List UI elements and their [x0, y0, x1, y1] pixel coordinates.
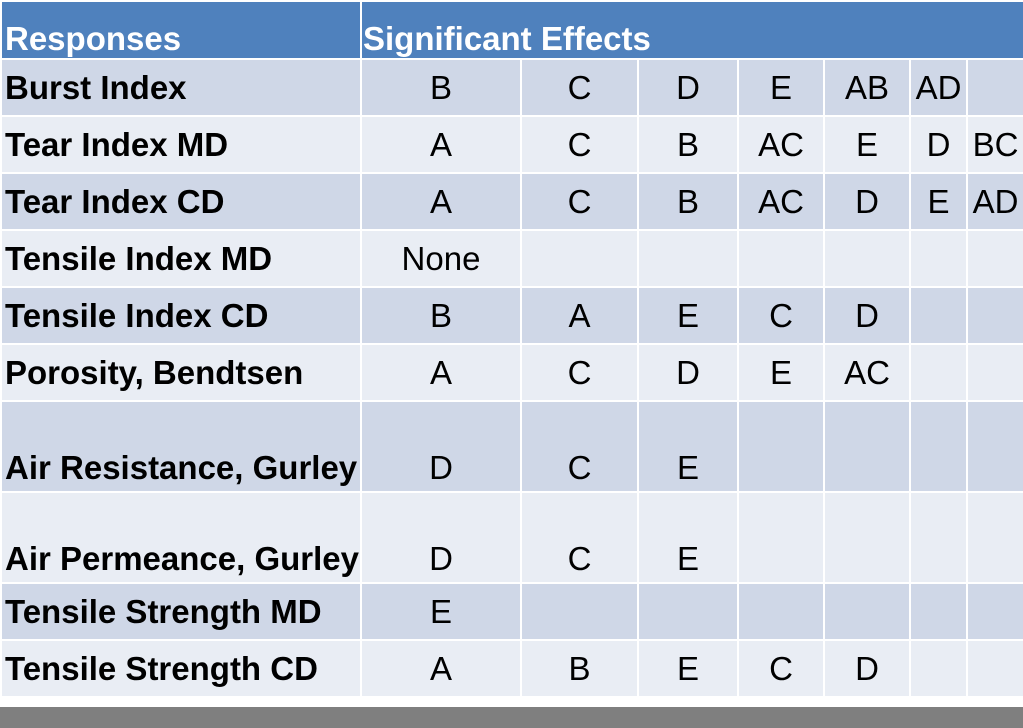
- effect-cell: D: [360, 491, 522, 584]
- significant-effects-header: Significant Effects: [359, 0, 1023, 60]
- effect-cell: A: [360, 115, 522, 174]
- effect-cell: AC: [737, 115, 825, 174]
- table-row: Tensile Index MD None: [0, 229, 1023, 288]
- response-label: Tensile Index MD: [0, 229, 362, 288]
- effect-cell: [965, 582, 1023, 641]
- response-label: Tear Index CD: [0, 172, 362, 231]
- effect-cell: [965, 400, 1023, 493]
- effect-cell: AD: [909, 58, 968, 117]
- effect-cell: None: [360, 229, 522, 288]
- effect-cell: E: [637, 286, 739, 345]
- effect-cell: [965, 229, 1023, 288]
- effect-cell: [737, 229, 825, 288]
- effect-cell: A: [360, 172, 522, 231]
- effect-cell: [823, 491, 911, 584]
- effect-cell: [520, 582, 639, 641]
- effect-cell: [909, 639, 968, 698]
- table-row: Air Permeance, Gurley D C E: [0, 491, 1023, 584]
- response-label: Tensile Strength CD: [0, 639, 362, 698]
- effect-cell: [909, 582, 968, 641]
- response-label: Tensile Strength MD: [0, 582, 362, 641]
- effect-cell: [737, 400, 825, 493]
- effect-cell: [965, 639, 1023, 698]
- effect-cell: C: [520, 115, 639, 174]
- effect-cell: B: [360, 286, 522, 345]
- effect-cell: C: [520, 58, 639, 117]
- response-label: Tear Index MD: [0, 115, 362, 174]
- effect-cell: C: [520, 343, 639, 402]
- effect-cell: [909, 400, 968, 493]
- effect-cell: [520, 229, 639, 288]
- effect-cell: [637, 582, 739, 641]
- effect-cell: A: [360, 343, 522, 402]
- effect-cell: [823, 400, 911, 493]
- effect-cell: [637, 229, 739, 288]
- effect-cell: D: [823, 286, 911, 345]
- effect-cell: [965, 286, 1023, 345]
- effect-cell: D: [823, 172, 911, 231]
- effect-cell: [823, 229, 911, 288]
- effect-cell: D: [637, 58, 739, 117]
- effect-cell: B: [637, 172, 739, 231]
- effect-cell: D: [909, 115, 968, 174]
- effect-cell: E: [360, 582, 522, 641]
- effect-cell: C: [520, 400, 639, 493]
- effect-cell: [737, 491, 825, 584]
- effect-cell: [965, 58, 1023, 117]
- effect-cell: E: [637, 400, 739, 493]
- effect-cell: [909, 286, 968, 345]
- effect-cell: C: [737, 639, 825, 698]
- effect-cell: [909, 491, 968, 584]
- effect-cell: D: [360, 400, 522, 493]
- response-label: Burst Index: [0, 58, 362, 117]
- effect-cell: D: [823, 639, 911, 698]
- table-row: Tear Index MD A C B AC E D BC: [0, 115, 1023, 174]
- effect-cell: C: [737, 286, 825, 345]
- effect-cell: B: [520, 639, 639, 698]
- significant-effects-table: Responses Significant Effects Burst Inde…: [0, 0, 1023, 698]
- effect-cell: B: [360, 58, 522, 117]
- effect-cell: A: [360, 639, 522, 698]
- effect-cell: E: [637, 491, 739, 584]
- table-row: Tensile Strength CD A B E C D: [0, 639, 1023, 698]
- effect-cell: AD: [965, 172, 1023, 231]
- table-row: Tensile Strength MD E: [0, 582, 1023, 641]
- response-label: Air Permeance, Gurley: [0, 491, 362, 584]
- effect-cell: E: [637, 639, 739, 698]
- table-row: Tensile Index CD B A E C D: [0, 286, 1023, 345]
- table-row: Porosity, Bendtsen A C D E AC: [0, 343, 1023, 402]
- effect-cell: B: [637, 115, 739, 174]
- header-row: Responses Significant Effects: [0, 0, 1023, 60]
- footer-bar: [0, 707, 1023, 728]
- effect-cell: C: [520, 172, 639, 231]
- table-row: Air Resistance, Gurley D C E: [0, 400, 1023, 493]
- effect-cell: [909, 343, 968, 402]
- effect-cell: AB: [823, 58, 911, 117]
- effect-cell: A: [520, 286, 639, 345]
- effect-cell: [965, 343, 1023, 402]
- table-row: Burst Index B C D E AB AD: [0, 58, 1023, 117]
- effect-cell: E: [737, 58, 825, 117]
- effect-cell: [823, 582, 911, 641]
- effect-cell: BC: [965, 115, 1023, 174]
- response-label: Air Resistance, Gurley: [0, 400, 362, 493]
- effect-cell: D: [637, 343, 739, 402]
- effect-cell: C: [520, 491, 639, 584]
- response-label: Tensile Index CD: [0, 286, 362, 345]
- response-label: Porosity, Bendtsen: [0, 343, 362, 402]
- table-row: Tear Index CD A C B AC D E AD: [0, 172, 1023, 231]
- effect-cell: AC: [737, 172, 825, 231]
- effect-cell: [965, 491, 1023, 584]
- effect-cell: E: [909, 172, 968, 231]
- effect-cell: [909, 229, 968, 288]
- effect-cell: E: [737, 343, 825, 402]
- effect-cell: AC: [823, 343, 911, 402]
- responses-header: Responses: [0, 0, 362, 60]
- effect-cell: [737, 582, 825, 641]
- effect-cell: E: [823, 115, 911, 174]
